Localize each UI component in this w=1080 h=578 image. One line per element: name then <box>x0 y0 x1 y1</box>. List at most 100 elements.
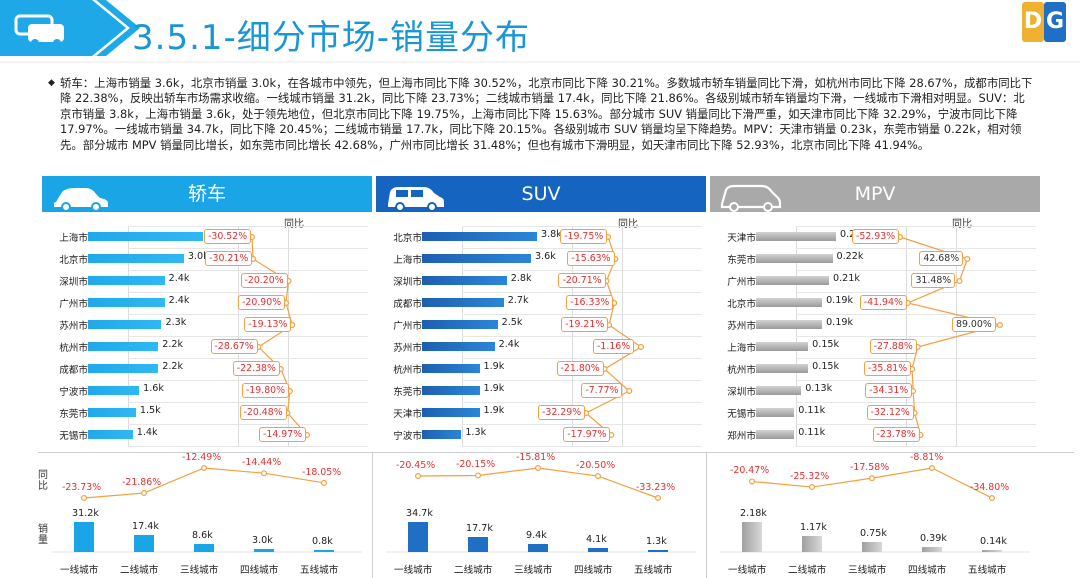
grid-line <box>796 226 1036 227</box>
volume-bar <box>88 364 159 373</box>
tier-yoy-point <box>989 494 996 501</box>
volume-value-label: 0.11k <box>798 427 826 438</box>
tier-volume-bar <box>254 549 274 552</box>
tier-yoy-point <box>80 494 87 501</box>
tier-yoy-point <box>929 465 936 472</box>
tier-volume-side-label: 销量 <box>38 524 48 546</box>
volume-value-label: 0.13k <box>805 383 833 394</box>
volume-value-label: 3.0k <box>187 251 209 262</box>
tier-name-label: 五线城市 <box>300 565 339 576</box>
yoy-data-label: -41.94% <box>859 295 907 310</box>
yoy-data-label: 31.48% <box>911 273 956 288</box>
yoy-data-label: -19.75% <box>560 229 608 244</box>
sedan-panel: 轿车同比上海市3.6-30.52%北京市3.0k-30.21%深圳市2.4k-2… <box>42 176 372 578</box>
tier-yoy-point <box>474 472 481 479</box>
volume-value-label: 0.21k <box>833 273 860 284</box>
tier-chart: -23.73% 31.2k 一线城市 -21.86% 17.4k 二线城市 -12.49% 8… <box>42 452 372 578</box>
tier-volume-bar <box>134 535 154 552</box>
tier-name-label: 五线城市 <box>634 565 673 576</box>
yoy-data-label: -20.90% <box>238 295 286 310</box>
tier-volume-label: 1.3k <box>646 536 667 547</box>
tier-yoy-point <box>201 465 208 472</box>
yoy-column-header: 同比 <box>284 219 304 230</box>
tier-volume-label: 31.2k <box>72 508 99 519</box>
tier-volume-bar <box>588 548 608 552</box>
yoy-data-label: -15.63% <box>567 251 615 266</box>
volume-bar <box>422 298 504 307</box>
car-icon <box>14 14 64 47</box>
segment-label: SUV <box>521 183 561 205</box>
tier-yoy-line-chart <box>52 465 362 553</box>
grid-line <box>128 402 368 403</box>
grid-line <box>462 402 702 403</box>
city-row: 无锡市 0.11k <box>710 402 1040 424</box>
city-name: 杭州市 <box>59 343 88 354</box>
city-row: 北京市 0.19k <box>710 292 1040 314</box>
city-row: 苏州市 2.4k <box>376 336 706 358</box>
city-row: 深圳市 0.13k <box>710 380 1040 402</box>
grid-line <box>796 314 1036 315</box>
mpv-panel: MPV同比天津市0.23k-52.93%东莞市0.22k42.68%广州市0.2… <box>710 176 1040 578</box>
grid-line <box>128 424 368 425</box>
yoy-data-label: -19.80% <box>241 383 290 398</box>
volume-value-label: 1.6k <box>143 383 164 394</box>
city-name: 北京市 <box>393 233 422 244</box>
volume-value-label: 2.2k <box>162 361 184 372</box>
yoy-column-header: 同比 <box>952 219 972 230</box>
city-name: 杭州市 <box>393 365 422 376</box>
tier-volume-label: 9.4k <box>526 529 547 541</box>
segment-header: MPV <box>710 176 1040 212</box>
volume-value-label: 0.22k <box>836 251 864 262</box>
yoy-point <box>638 343 645 350</box>
yoy-line <box>899 236 1001 436</box>
city-name: 无锡市 <box>59 431 88 442</box>
city-row: 上海市 3.6k <box>376 248 706 270</box>
yoy-data-label: -20.71% <box>558 273 606 288</box>
grid-line <box>462 226 702 227</box>
tier-name-label: 四线城市 <box>240 565 279 576</box>
volume-value-label: 2.2k <box>162 339 184 350</box>
tier-volume-label: 4.1k <box>586 534 607 546</box>
tier-yoy-label: -25.32% <box>790 471 830 483</box>
city-row: 广州市 2.5k <box>376 314 706 336</box>
yoy-line <box>584 236 643 436</box>
volume-value-label: 3.8k <box>541 229 562 240</box>
tier-volume-label: 8.6k <box>192 529 213 541</box>
tier-volume-label: 34.7k <box>406 508 433 519</box>
city-name: 广州市 <box>393 321 422 332</box>
tier-volume-bar <box>74 522 94 552</box>
grid-line <box>462 380 702 381</box>
volume-value-label: 1.4k <box>136 427 158 438</box>
volume-bar <box>88 254 184 263</box>
city-name: 北京市 <box>59 255 88 266</box>
yoy-data-label: 89.00% <box>952 317 996 332</box>
sedan-car-icon <box>54 188 108 212</box>
city-name: 宁波市 <box>59 387 88 398</box>
grid-line <box>796 446 1036 447</box>
tier-name-label: 一线城市 <box>728 565 767 576</box>
yoy-data-label: -52.93% <box>852 229 900 244</box>
tier-yoy-label: -21.86% <box>122 477 162 488</box>
tier-volume-label: 0.39k <box>920 532 947 544</box>
segment-header: SUV <box>376 176 706 212</box>
city-name: 苏州市 <box>59 321 88 332</box>
volume-bar <box>756 386 802 395</box>
volume-bar <box>422 254 531 263</box>
city-name: 郑州市 <box>727 431 756 442</box>
volume-value-label: 0.19k <box>826 295 853 306</box>
volume-bar <box>88 276 165 285</box>
segment-header: 轿车 <box>42 176 372 212</box>
summary-text: 轿车：上海市销量 3.6k，北京市销量 3.0k，在各城市中领先，但上海市同比下… <box>60 76 1033 152</box>
volume-bar <box>88 430 133 439</box>
tier-volume-bar <box>648 550 668 552</box>
city-name: 上海市 <box>393 255 422 266</box>
city-name: 天津市 <box>727 233 756 244</box>
grid-line <box>796 248 1036 249</box>
volume-value-label: 3.6k <box>534 251 556 262</box>
tier-volume-label: 3.0k <box>252 535 273 547</box>
tier-yoy-point <box>261 470 268 477</box>
city-row: 北京市 3.0k <box>42 248 372 270</box>
volume-bar <box>422 386 480 395</box>
tier-yoy-label: -17.58% <box>850 462 890 474</box>
